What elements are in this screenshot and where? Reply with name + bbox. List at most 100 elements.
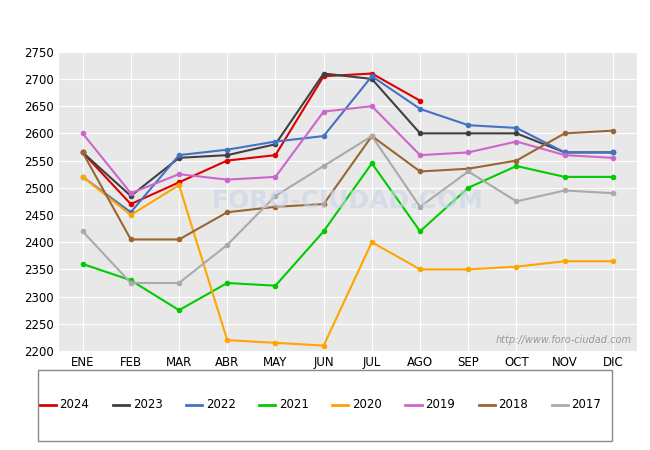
Line: 2022: 2022 xyxy=(81,74,615,214)
2022 xyxy=(513,125,521,130)
2024 xyxy=(127,202,135,207)
2017 xyxy=(513,199,521,204)
2024 xyxy=(175,180,183,185)
Text: Afiliados en Almagro a 31/8/2024: Afiliados en Almagro a 31/8/2024 xyxy=(175,14,475,33)
2018 xyxy=(513,158,521,163)
2017 xyxy=(224,242,231,248)
2023 xyxy=(320,71,328,76)
2022 xyxy=(79,174,86,180)
2019 xyxy=(464,150,472,155)
2021 xyxy=(175,307,183,313)
2022 xyxy=(127,210,135,215)
2023 xyxy=(272,142,280,147)
2018 xyxy=(224,210,231,215)
2023 xyxy=(127,193,135,198)
2024 xyxy=(368,71,376,76)
Text: http://www.foro-ciudad.com: http://www.foro-ciudad.com xyxy=(495,335,631,345)
2021 xyxy=(464,185,472,190)
2017 xyxy=(464,169,472,174)
2024 xyxy=(416,98,424,104)
2020 xyxy=(513,264,521,270)
2024 xyxy=(320,73,328,79)
FancyBboxPatch shape xyxy=(38,370,612,441)
2019 xyxy=(416,153,424,158)
2019 xyxy=(127,190,135,196)
Text: 2024: 2024 xyxy=(60,399,90,411)
2019 xyxy=(513,139,521,144)
2020 xyxy=(272,340,280,346)
2020 xyxy=(464,267,472,272)
2021 xyxy=(609,174,617,180)
2020 xyxy=(609,259,617,264)
2024 xyxy=(224,158,231,163)
2023 xyxy=(561,150,569,155)
2020 xyxy=(127,212,135,218)
2021 xyxy=(368,161,376,166)
2021 xyxy=(320,229,328,234)
2023 xyxy=(416,130,424,136)
Line: 2017: 2017 xyxy=(81,134,615,285)
2024 xyxy=(272,153,280,158)
Line: 2024: 2024 xyxy=(81,72,422,206)
2018 xyxy=(368,133,376,139)
2022 xyxy=(368,73,376,79)
Text: FORO-CIUDAD.COM: FORO-CIUDAD.COM xyxy=(212,189,484,213)
Line: 2019: 2019 xyxy=(81,104,615,195)
Text: 2022: 2022 xyxy=(206,399,236,411)
2021 xyxy=(127,278,135,283)
2019 xyxy=(320,109,328,114)
2017 xyxy=(368,133,376,139)
2017 xyxy=(79,229,86,234)
2022 xyxy=(416,106,424,112)
2021 xyxy=(513,163,521,169)
2017 xyxy=(127,280,135,286)
Text: 2019: 2019 xyxy=(425,399,455,411)
2018 xyxy=(320,202,328,207)
2022 xyxy=(224,147,231,153)
2020 xyxy=(79,174,86,180)
Line: 2023: 2023 xyxy=(81,72,615,198)
2018 xyxy=(127,237,135,242)
2023 xyxy=(368,76,376,81)
2019 xyxy=(561,153,569,158)
2021 xyxy=(224,280,231,286)
2021 xyxy=(79,261,86,267)
2017 xyxy=(320,163,328,169)
2017 xyxy=(416,204,424,210)
2023 xyxy=(609,150,617,155)
2020 xyxy=(416,267,424,272)
2017 xyxy=(272,193,280,198)
2020 xyxy=(561,259,569,264)
2023 xyxy=(464,130,472,136)
2020 xyxy=(175,182,183,188)
2018 xyxy=(175,237,183,242)
2020 xyxy=(224,338,231,343)
2019 xyxy=(175,171,183,177)
2018 xyxy=(561,130,569,136)
2019 xyxy=(224,177,231,182)
2018 xyxy=(609,128,617,133)
2018 xyxy=(272,204,280,210)
2022 xyxy=(320,133,328,139)
2018 xyxy=(79,150,86,155)
2022 xyxy=(175,153,183,158)
Line: 2018: 2018 xyxy=(81,129,615,242)
2019 xyxy=(609,155,617,161)
2019 xyxy=(79,130,86,136)
2021 xyxy=(561,174,569,180)
2017 xyxy=(175,280,183,286)
2020 xyxy=(320,343,328,348)
2017 xyxy=(561,188,569,193)
Line: 2020: 2020 xyxy=(81,175,615,348)
2018 xyxy=(464,166,472,171)
2019 xyxy=(368,104,376,109)
2022 xyxy=(272,139,280,144)
2022 xyxy=(609,150,617,155)
2021 xyxy=(416,229,424,234)
2023 xyxy=(513,130,521,136)
Text: 2021: 2021 xyxy=(279,399,309,411)
2024 xyxy=(79,150,86,155)
2018 xyxy=(416,169,424,174)
Line: 2021: 2021 xyxy=(81,161,615,312)
Text: 2017: 2017 xyxy=(571,399,601,411)
